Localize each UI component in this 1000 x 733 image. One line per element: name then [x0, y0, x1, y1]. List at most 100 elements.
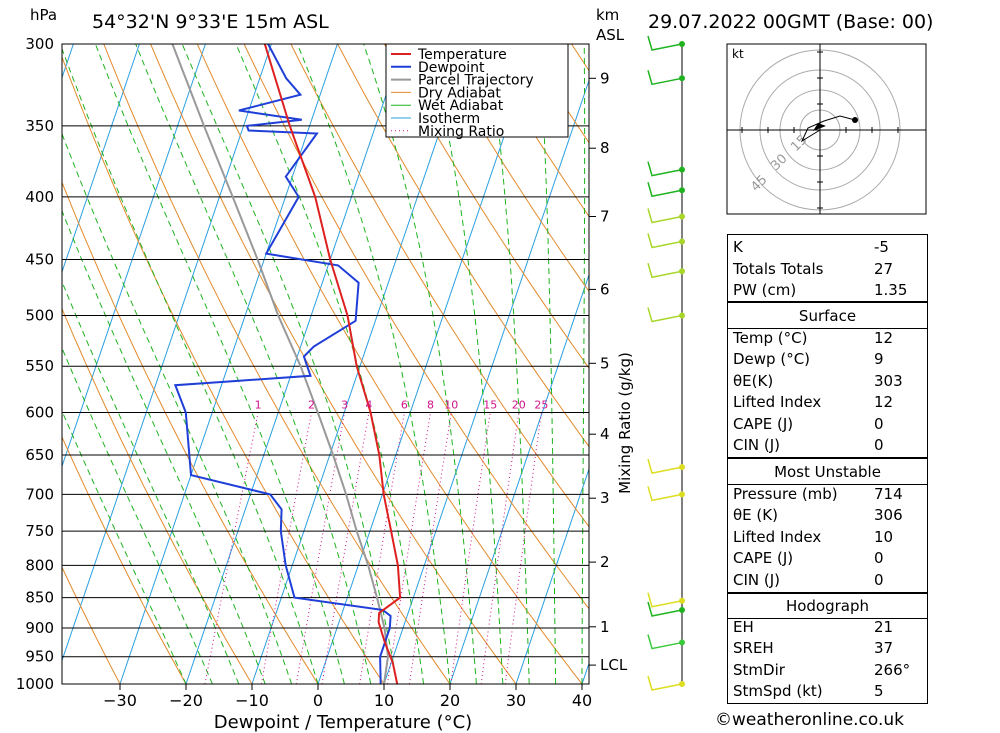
surface-row: Dewp (°C) 9 — [728, 349, 927, 370]
mixing-ratio-label: 6 — [401, 399, 408, 412]
hodo-label: EH — [733, 618, 754, 636]
index-label: Totals Totals — [733, 260, 824, 278]
dry-adiabat-line — [62, 55, 385, 684]
wind-barb — [647, 601, 685, 617]
isotherm-line — [62, 44, 272, 663]
wind-barb-shaft — [647, 182, 683, 198]
surface-title: Surface — [798, 307, 857, 325]
mixing-ratio-label: 20 — [512, 399, 526, 412]
wet-adiabat-line — [428, 44, 504, 684]
mu-row: θE (K) 306 — [728, 505, 927, 526]
mixing-ratio-label: 25 — [534, 399, 548, 412]
dry-adiabat-line — [946, 44, 1000, 684]
index-label: PW (cm) — [733, 281, 797, 299]
height-tick-label: 8 — [600, 139, 610, 157]
wind-barb — [647, 675, 685, 691]
wind-barb — [647, 634, 685, 650]
legend-entry: Wet Adiabat — [418, 98, 504, 114]
x-tick-label: −30 — [103, 691, 137, 710]
dry-adiabat-line — [383, 44, 589, 370]
asl-label: ASL — [596, 26, 625, 44]
surface-label: CAPE (J) — [733, 415, 794, 433]
wind-barb — [647, 263, 685, 279]
wind-barb-dot — [679, 238, 685, 245]
hodo-row: StmSpd (kt) 5 — [728, 681, 927, 702]
wind-barb — [647, 458, 685, 475]
wind-barb-shaft — [647, 675, 683, 691]
wind-barb — [647, 35, 685, 51]
most-unstable-title: Most Unstable — [774, 463, 881, 481]
location-label: 54°32'N 9°33'E 15m ASL — [92, 11, 329, 33]
surface-row: θE(K) 303 — [728, 371, 927, 392]
wind-barb-shaft — [647, 70, 683, 86]
surface-value: 0 — [874, 415, 884, 433]
wind-barb-shaft — [647, 233, 683, 249]
wind-barb — [647, 307, 685, 323]
surface-label: Dewp (°C) — [733, 350, 811, 368]
wind-barb-shaft — [647, 486, 683, 502]
pressure-tick-label: 300 — [25, 35, 54, 53]
mu-value: 0 — [874, 549, 884, 567]
wind-barb-shaft — [647, 263, 683, 279]
wind-barb-shaft — [647, 458, 683, 475]
wet-adiabat-line — [62, 47, 319, 684]
height-tick-label: 9 — [600, 69, 610, 87]
isotherm-line — [383, 78, 589, 684]
mu-label: Pressure (mb) — [733, 485, 838, 503]
height-tick-label: LCL — [600, 656, 628, 674]
x-tick-label: 10 — [374, 691, 394, 710]
isotherm-line — [251, 44, 470, 684]
height-tick-label: 5 — [600, 354, 610, 372]
dewpoint-line — [173, 44, 392, 684]
surface-row: Temp (°C) 12 — [728, 328, 927, 349]
hodo-label: StmDir — [733, 661, 785, 679]
hodo-value: 37 — [874, 639, 894, 657]
divider — [728, 618, 927, 619]
pressure-tick-label: 800 — [25, 556, 54, 574]
pressure-tick-label: 900 — [25, 619, 54, 637]
index-row: K -5 — [728, 237, 927, 258]
surface-row: CIN (J) 0 — [728, 435, 927, 456]
hodo-value: 266° — [874, 661, 911, 679]
wind-barb-shaft — [647, 307, 683, 323]
legend-entry: Mixing Ratio — [418, 124, 504, 140]
wind-barb — [647, 486, 685, 502]
mu-row: CIN (J) 0 — [728, 570, 927, 591]
hodograph-panel: Hodograph EH 21 SREH 37 StmDir 266° StmSpd … — [727, 593, 928, 704]
copyright-footer[interactable]: ©weatheronline.co.uk — [715, 710, 905, 730]
hodo-label: SREH — [733, 639, 774, 657]
pressure-tick-label: 600 — [25, 404, 54, 422]
mu-value: 0 — [874, 571, 884, 589]
wind-barb-shaft — [647, 634, 683, 650]
legend-entry: Isotherm — [418, 111, 480, 127]
surface-label: Temp (°C) — [733, 329, 808, 347]
index-label: K — [733, 238, 743, 256]
km-label: km — [596, 6, 619, 24]
mu-label: CIN (J) — [733, 571, 781, 589]
pressure-tick-label: 1000 — [16, 675, 54, 693]
mixing-ratio-label: 1 — [255, 399, 262, 412]
index-value: 1.35 — [874, 281, 908, 299]
parcel-trajectory-line — [171, 44, 390, 684]
dry-adiabat-line — [62, 566, 121, 684]
index-value: 27 — [874, 260, 894, 278]
pressure-tick-label: 350 — [25, 117, 54, 135]
mixing-ratio-label: 2 — [308, 399, 315, 412]
wind-barb — [647, 233, 685, 249]
hodograph-end-point — [852, 117, 858, 123]
most-unstable-panel: Most Unstable Pressure (mb) 714 θE (K) 306… — [727, 458, 928, 593]
mu-value: 714 — [874, 485, 903, 503]
wind-barb — [647, 70, 685, 86]
wet-adiabat-line — [181, 44, 398, 684]
pressure-tick-label: 500 — [25, 307, 54, 325]
x-axis-title: Dewpoint / Temperature (°C) — [214, 712, 472, 733]
x-tick-label: −10 — [235, 691, 269, 710]
isotherm-line — [119, 44, 338, 684]
hodo-row: StmDir 266° — [728, 660, 927, 681]
wind-barb-shaft — [647, 208, 683, 224]
mu-label: Lifted Index — [733, 528, 822, 546]
isotherm-line — [0, 44, 7, 684]
dry-adiabat-line — [337, 44, 589, 448]
surface-value: 12 — [874, 329, 894, 347]
